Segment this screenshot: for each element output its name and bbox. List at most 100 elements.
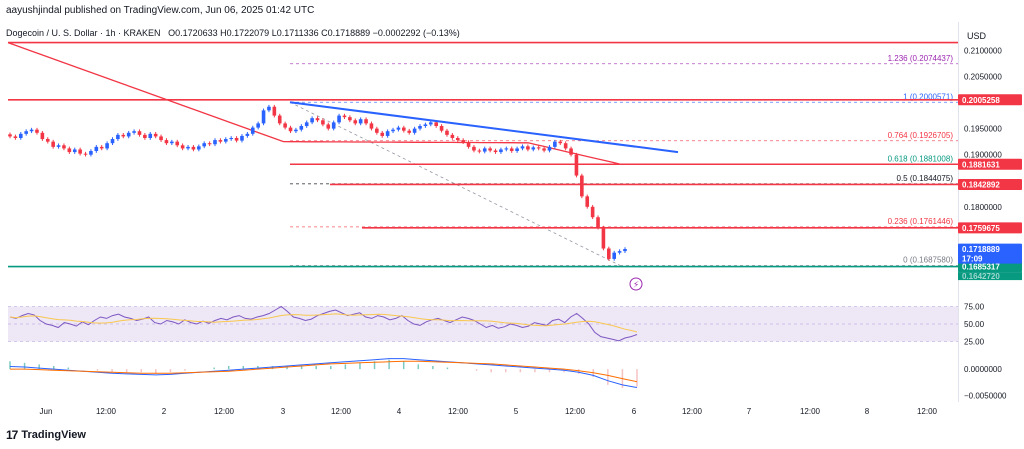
candle-body [153, 133, 158, 137]
horizontal-price-tag [958, 178, 1022, 190]
candle-body [553, 141, 557, 147]
alert-marker-icon [629, 277, 643, 291]
x-tick-label: 4 [397, 407, 402, 416]
price-tags-layer: 0.2005258 0.1881631 0.1842892 0.1759675 0.16… [958, 94, 1022, 281]
fib-level-label: 0.618 (0.1881008) [888, 155, 954, 164]
candle-body [62, 145, 66, 149]
candle-body [531, 147, 536, 150]
x-tick-label: 12:00 [682, 407, 703, 416]
candle-body [148, 133, 153, 138]
candle-body [493, 150, 498, 153]
horizontal-price-tag [958, 261, 1022, 273]
price-tick-label: 0.2100000 [964, 46, 1002, 55]
candle-body [132, 131, 136, 133]
rsi-tick-label: 25.00 [964, 338, 985, 347]
horizontal-price-tag-label: 0.1881631 [962, 160, 1000, 169]
x-tick-label: 2 [162, 407, 167, 416]
rsi-line [9, 305, 638, 342]
candle-body [99, 146, 104, 149]
price-axis-divider [958, 22, 959, 402]
candle-body [56, 145, 61, 147]
candle-body [434, 122, 438, 127]
candle-body [563, 143, 568, 149]
extra-price-tag-label: 0.1642720 [962, 272, 1000, 281]
candle-body [45, 139, 50, 142]
symbol-title[interactable]: Dogecoin / U. S. Dollar · 1h · KRAKEN [6, 28, 161, 38]
candle-body [391, 129, 395, 132]
candle-body [72, 149, 77, 153]
horizontal-price-tag [958, 94, 1022, 106]
candle-body [472, 146, 476, 151]
candle-body [67, 148, 72, 153]
candle-body [294, 129, 298, 132]
x-tick-label: 7 [747, 407, 752, 416]
candle-body [617, 251, 622, 253]
macd-tick-label: 0.0000000 [964, 365, 1002, 374]
candle-body [245, 133, 250, 136]
horizontal-price-tag-label: 0.1759675 [962, 224, 1000, 233]
candle-body [558, 141, 563, 144]
candle-body [207, 143, 212, 145]
candle-body [240, 135, 244, 141]
horizontal-price-tag [958, 158, 1022, 170]
candle-body [202, 143, 207, 147]
fib-level-label: 0.236 (0.1761446) [888, 217, 954, 226]
x-tick-label: 3 [281, 407, 286, 416]
currency-label[interactable]: USD [967, 31, 987, 41]
candle-body [175, 141, 180, 146]
candle-body [623, 249, 627, 252]
macd-pane: 0.0000000 −0.0050000 [9, 358, 1007, 400]
candle-body [51, 141, 55, 147]
extra-price-tag [958, 272, 1022, 281]
candle-body [466, 142, 471, 147]
candle-body [116, 134, 120, 140]
ohlc-open: O0.1720633 [168, 28, 218, 38]
candle-body [585, 196, 590, 207]
tradingview-footer[interactable]: 17 TradingView [6, 428, 86, 442]
candle-body [488, 148, 492, 151]
fib-level-label: 1.236 (0.2074437) [888, 54, 954, 63]
candle-body [121, 134, 126, 137]
x-tick-label: 12:00 [800, 407, 821, 416]
x-tick-label: Jun [40, 407, 53, 416]
candle-body [423, 124, 428, 127]
publisher-line: aayushjindal published on TradingView.co… [6, 5, 315, 16]
fib-level-label: 1 (0.2000571) [903, 92, 953, 101]
horizontal-price-tag-label: 0.1842892 [962, 180, 1000, 189]
macd-tick-label: −0.0050000 [964, 391, 1007, 400]
candle-body [8, 134, 12, 137]
price-tick-label: 0.1900000 [964, 151, 1002, 160]
candle-body [213, 140, 217, 145]
candle-body [353, 120, 358, 124]
candle-body [250, 127, 255, 134]
candle-body [191, 146, 196, 150]
candle-body [143, 134, 147, 138]
current-price-tag-countdown: 17:09 [962, 255, 983, 264]
candle-body [283, 123, 287, 128]
candle-body [455, 138, 460, 141]
x-tick-label: 12:00 [96, 407, 117, 416]
candle-body [35, 129, 39, 133]
candle-body [218, 140, 223, 142]
candle-body [348, 117, 352, 121]
candle-body [229, 138, 233, 140]
candle-body [396, 127, 401, 130]
candles-layer [8, 104, 627, 261]
x-tick-label: 12:00 [917, 407, 938, 416]
candle-body [94, 146, 99, 152]
candle-body [590, 206, 595, 218]
ohlc-low: L0.1711336 [271, 28, 319, 38]
price-tick-label: 0.2050000 [964, 72, 1002, 81]
candle-body [358, 119, 363, 124]
horizontal-price-tag-label: 0.1685317 [962, 263, 1000, 272]
candle-body [234, 138, 239, 141]
candle-body [515, 148, 519, 152]
candle-body [601, 227, 606, 249]
fib-level-label: 0.764 (0.1926705) [888, 131, 954, 140]
candle-body [277, 115, 282, 124]
candle-body [180, 145, 185, 149]
x-tick-label: 12:00 [331, 407, 352, 416]
candle-body [596, 217, 600, 228]
candle-body [186, 146, 190, 149]
